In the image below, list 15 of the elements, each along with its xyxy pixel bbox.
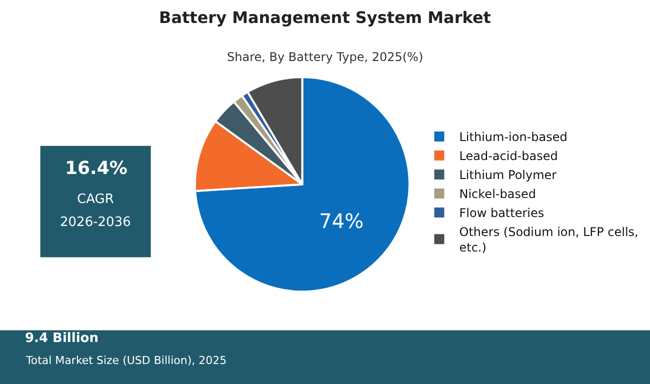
text: Total Market Size (USD Billion), 2025 — [25, 354, 227, 367]
chart-subtitle: Share, By Battery Type, 2025(%) — [227, 50, 424, 64]
data-label: 74% — [319, 209, 364, 234]
text: CAGR — [77, 192, 114, 207]
legend-label: Flow batteries — [459, 206, 544, 220]
legend-label: Lithium-ion-based — [459, 130, 568, 144]
text: 16.4% — [65, 158, 128, 179]
legend-label: Lead-acid-based — [459, 149, 558, 164]
chart-title: Battery Management System Market — [159, 8, 492, 27]
legend-label: Lithium Polymer — [459, 168, 557, 182]
legend-label: Nickel-based — [459, 187, 536, 202]
text: 9.4 Billion — [25, 331, 98, 346]
pie-slice — [194, 76, 410, 292]
text: 2026-2036 — [60, 215, 131, 230]
legend-label: Others (Sodium ion, LFP cells, etc.) — [459, 224, 638, 255]
